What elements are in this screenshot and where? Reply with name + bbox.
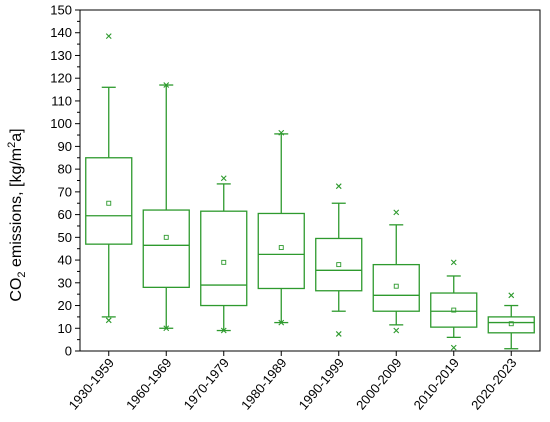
mean-marker [106, 200, 112, 206]
mean-marker [508, 321, 514, 327]
y-tick-label: 150 [50, 3, 72, 18]
outlier-marker [450, 259, 457, 266]
y-axis: 0 10 20 30 40 50 60 70 80 90 100 110 120 130 140 150 [50, 3, 80, 359]
box-1930-1959 [85, 33, 133, 324]
y-axis-title-subscript: 2 [16, 271, 28, 277]
outlier-marker [278, 129, 285, 136]
x-axis: 1930-1959 1960-1969 1970-1979 1980-1989 1990… [66, 351, 520, 413]
outlier-marker [393, 209, 400, 216]
outlier-marker [508, 292, 515, 299]
outlier-marker [335, 183, 342, 190]
y-tick-label: 130 [50, 48, 72, 63]
x-tick-label: 1980-1989 [238, 355, 289, 412]
outlier-marker [393, 327, 400, 334]
mean-marker [451, 307, 457, 313]
outlier-marker [450, 344, 457, 351]
iqr-box [257, 212, 305, 290]
y-tick-label: 110 [51, 93, 72, 108]
iqr-box [85, 157, 133, 245]
iqr-box [487, 316, 535, 334]
x-tick-label: 1970-1979 [181, 355, 232, 412]
y-tick-label: 0 [65, 344, 72, 359]
y-tick-label: 80 [58, 162, 72, 177]
iqr-box [200, 210, 248, 307]
y-tick-label: 10 [58, 321, 72, 336]
plot-border [79, 9, 541, 352]
box-2000-2009 [372, 209, 420, 334]
mean-marker [393, 283, 399, 289]
outlier-marker [105, 317, 112, 324]
mean-marker [278, 245, 284, 251]
y-tick-label: 30 [58, 275, 72, 290]
iqr-box [315, 237, 363, 292]
y-axis-title-part: CO [8, 278, 25, 302]
y-axis-title: CO2 emissions, [kg/m2a] [6, 128, 28, 301]
outlier-marker [220, 327, 227, 334]
y-tick-label: 140 [50, 25, 72, 40]
y-tick-label: 40 [58, 253, 72, 268]
x-tick-label: 2010-2019 [411, 355, 462, 412]
box-1970-1979 [200, 175, 248, 334]
x-tick-label: 1930-1959 [66, 355, 117, 412]
outlier-marker [163, 82, 170, 88]
x-tick-label: 2000-2009 [353, 355, 404, 412]
x-tick-label: 1990-1999 [296, 355, 347, 412]
outlier-marker [163, 325, 170, 332]
mean-marker [163, 234, 169, 240]
iqr-box [142, 209, 190, 288]
box-2020-2023 [487, 292, 535, 350]
iqr-box [430, 292, 478, 328]
box-1990-1999 [315, 183, 363, 337]
y-tick-label: 70 [58, 184, 72, 199]
x-tick-label: 1960-1969 [123, 355, 174, 412]
outlier-marker [278, 319, 285, 326]
x-tick-label: 2020-2023 [468, 355, 519, 412]
outlier-marker [335, 331, 342, 337]
mean-marker [336, 262, 342, 268]
y-tick-label: 100 [50, 116, 72, 131]
iqr-box [372, 263, 420, 312]
box-1980-1989 [257, 129, 305, 326]
y-tick-label: 60 [58, 207, 72, 222]
boxes-layer [85, 33, 535, 351]
y-axis-title-part: a] [8, 128, 25, 141]
mean-marker [221, 259, 227, 265]
outlier-marker [220, 175, 227, 182]
box-1960-1969 [142, 82, 190, 332]
y-tick-label: 120 [50, 71, 72, 86]
y-axis-title-part: emissions, [kg/m [8, 148, 25, 272]
box-2010-2019 [430, 259, 478, 351]
plot-area [79, 9, 541, 352]
y-axis-title-superscript: 2 [6, 142, 18, 148]
y-tick-label: 20 [58, 298, 72, 313]
outlier-marker [105, 33, 112, 40]
y-tick-label: 90 [58, 139, 72, 154]
y-tick-label: 50 [58, 230, 72, 245]
